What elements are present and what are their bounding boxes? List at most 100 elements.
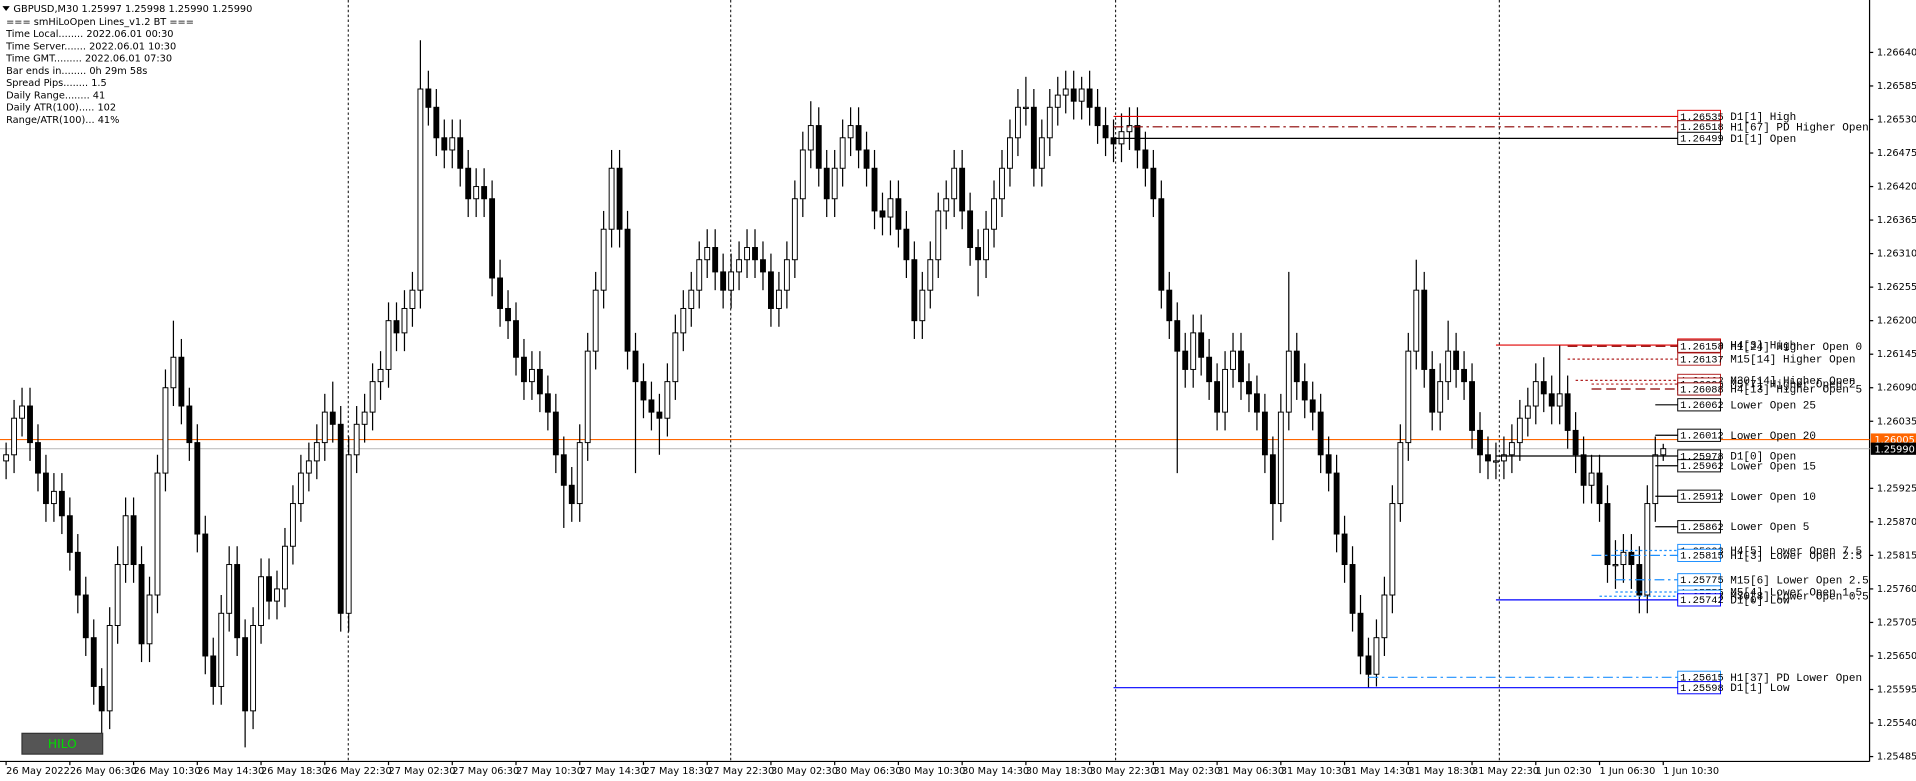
y-tick-label: 1.26255	[1877, 282, 1916, 293]
candle-body	[1604, 503, 1611, 566]
x-tick-label: 27 May 02:30	[389, 766, 456, 777]
candle-body	[305, 460, 312, 474]
candle-body	[1014, 106, 1021, 139]
candle-body	[704, 247, 711, 261]
candle-body	[1293, 350, 1300, 383]
candle-body	[178, 356, 185, 407]
candle-body	[1421, 289, 1428, 370]
candle-body	[1301, 381, 1308, 401]
level-price: 1.26499	[1680, 134, 1724, 146]
candle-body	[146, 594, 153, 645]
candle-body	[1556, 393, 1563, 407]
candle-body	[855, 125, 862, 151]
candle-body	[1413, 289, 1420, 352]
candle-body	[1158, 198, 1165, 291]
candle-body	[505, 307, 511, 322]
candle-body	[1182, 350, 1189, 370]
candle-body	[106, 625, 113, 712]
candle-body	[3, 454, 10, 462]
level-price: 1.25742	[1680, 595, 1724, 607]
x-tick-label: 31 May 02:30	[1153, 766, 1220, 777]
candle-body	[999, 167, 1005, 200]
candle-body	[1389, 503, 1396, 596]
candle-body	[1333, 472, 1340, 535]
candle-body	[1230, 350, 1236, 370]
candle-body	[1461, 368, 1468, 383]
candle-body	[736, 259, 743, 273]
candle-body	[114, 564, 121, 626]
x-tick-label: 30 May 02:30	[771, 766, 838, 777]
x-tick-label: 26 May 06:30	[70, 766, 137, 777]
candle-body	[664, 381, 671, 419]
level-price-box	[1677, 593, 1721, 607]
y-tick-label: 1.25925	[1877, 483, 1916, 494]
candle-body	[1086, 88, 1093, 108]
candle-body	[1548, 393, 1555, 407]
x-tick-label: 30 May 14:30	[962, 766, 1029, 777]
y-tick-label: 1.25650	[1877, 651, 1916, 662]
candle-body	[1285, 350, 1292, 413]
candle-body	[401, 307, 408, 334]
candle-body	[250, 625, 257, 712]
candle-body	[616, 167, 623, 230]
candle-body	[1532, 381, 1539, 407]
candle-body	[568, 484, 575, 505]
candle-body	[887, 198, 894, 218]
y-tick-label: 1.25870	[1877, 517, 1916, 528]
candle-body	[170, 356, 177, 389]
candle-body	[1214, 381, 1221, 413]
y-tick-label: 1.26035	[1877, 416, 1916, 427]
candle-body	[775, 289, 782, 309]
collapse-icon[interactable]	[2, 6, 10, 11]
candle-body	[1437, 381, 1444, 413]
candle-body	[927, 259, 934, 291]
candle-body	[879, 210, 886, 218]
y-tick-label: 1.26585	[1877, 81, 1916, 92]
candle-body	[1580, 454, 1587, 486]
level-price-box	[1677, 520, 1721, 534]
candle-body	[43, 472, 49, 505]
candle-body	[656, 411, 663, 419]
candle-body	[728, 271, 735, 291]
x-tick-label: 30 May 06:30	[835, 766, 902, 777]
y-tick-label: 1.26145	[1877, 349, 1916, 360]
candle-body	[1325, 454, 1332, 474]
candle-body	[50, 490, 57, 505]
candle-body	[162, 387, 169, 474]
button-face[interactable]	[21, 732, 104, 755]
price-tag	[1870, 442, 1916, 455]
candle-body	[1046, 106, 1053, 139]
candle-body	[823, 167, 830, 200]
candle-body	[608, 167, 615, 230]
candle-body	[74, 551, 81, 596]
candle-body	[1524, 405, 1531, 419]
level-label: H4[3] High	[1730, 341, 1796, 353]
candle-body	[815, 125, 822, 169]
x-tick-label: 31 May 06:30	[1217, 766, 1284, 777]
candle-body	[983, 228, 989, 261]
candle-body	[1269, 454, 1276, 505]
info-line: === smHiLoOpen Lines_v1.2 BT ===	[6, 17, 194, 28]
level-price-box	[1677, 382, 1721, 396]
candle-body	[1030, 106, 1037, 169]
candle-body	[122, 515, 129, 566]
level-price: 1.26088	[1680, 384, 1724, 396]
info-panel: === smHiLoOpen Lines_v1.2 BT ===Time Loc…	[5, 17, 194, 126]
candle-body	[552, 411, 559, 456]
candle-body	[768, 271, 774, 309]
candle-body	[1469, 381, 1475, 431]
button-label[interactable]: HILO	[48, 737, 77, 751]
candle-body	[688, 289, 695, 309]
candle-body	[959, 167, 966, 212]
candle-body	[584, 350, 591, 444]
hilo-button[interactable]: HILO	[21, 732, 104, 755]
candle-body	[154, 472, 161, 596]
level-price-box	[1677, 548, 1721, 562]
candle-body	[943, 198, 950, 212]
candle-body	[1254, 393, 1260, 413]
candle-body	[449, 137, 456, 151]
candle-body	[712, 247, 719, 273]
candle-body	[1341, 533, 1348, 566]
candle-body	[624, 228, 631, 352]
